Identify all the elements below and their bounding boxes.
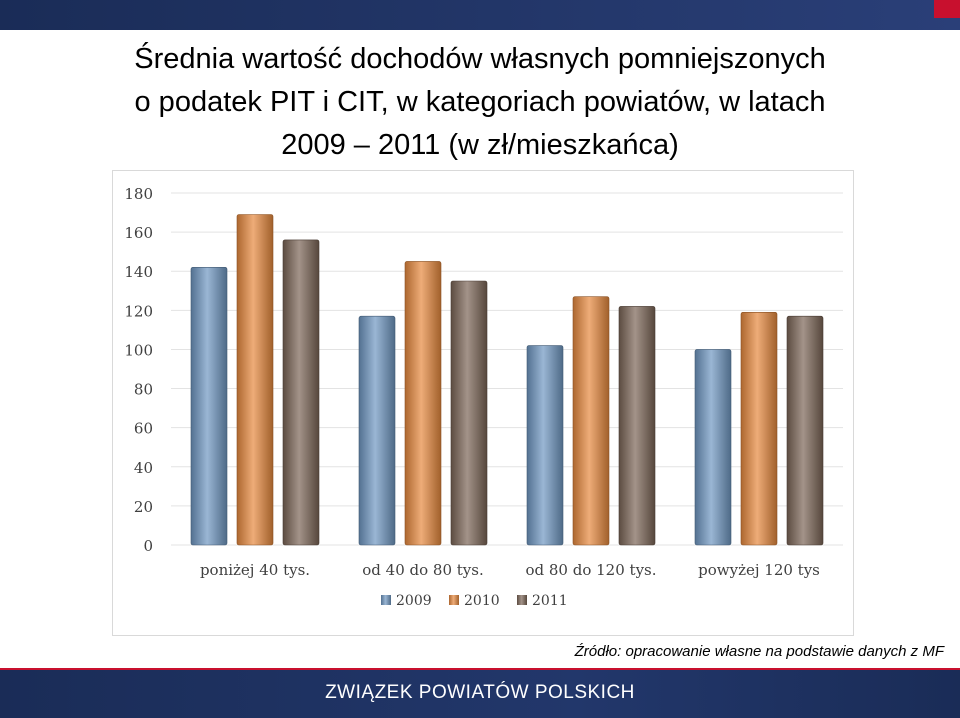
source-note: Źródło: opracowanie własne na podstawie … [574,643,944,660]
bar-2011-1 [450,280,488,546]
y-tick-label: 100 [124,341,153,359]
bar-2010-3 [740,311,778,546]
x-category-label: powyżej 120 tys [698,561,820,579]
bar-2011-0 [282,239,320,546]
title-line-3: 2009 – 2011 (w zł/mieszkańca) [281,129,679,161]
bar-2009-0 [190,267,228,546]
y-tick-label: 120 [124,302,153,320]
footer-bar: ZWIĄZEK POWIATÓW POLSKICH [0,668,960,718]
legend-swatch-2009 [381,595,391,605]
footer-text: ZWIĄZEK POWIATÓW POLSKICH [325,682,635,703]
title-line-2: o podatek PIT i CIT, w kategoriach powia… [134,86,826,118]
legend-label-2011: 2011 [532,593,568,609]
x-category-label: od 40 do 80 tys. [362,561,483,579]
y-tick-label: 140 [124,263,153,281]
y-tick-label: 80 [134,381,153,399]
legend-label-2009: 2009 [396,593,432,609]
bar-2011-2 [618,306,656,546]
header-accent [934,0,960,18]
header-bar [0,0,960,30]
bar-2010-1 [404,261,442,546]
y-tick-label: 160 [124,224,153,242]
legend-swatch-2011 [517,595,527,605]
chart-frame: 0 20 40 60 80 100 120 140 160 180 poniżej 40 tys. o… [112,170,854,636]
title-line-1: Średnia wartość dochodów własnych pomnie… [134,43,826,75]
bar-2010-0 [236,214,274,546]
bar-chart: 0 20 40 60 80 100 120 140 160 180 poniżej 40 tys. o… [124,185,843,609]
x-category-label: od 80 do 120 tys. [525,561,656,579]
bar-2009-2 [526,345,564,546]
bar-2011-3 [786,315,824,546]
bar-2010-2 [572,296,610,546]
y-tick-label: 20 [134,498,153,516]
legend-swatch-2010 [449,595,459,605]
y-tick-label: 0 [143,537,153,555]
y-tick-label: 60 [134,420,153,438]
bar-2009-3 [694,349,732,546]
slide-title: Średnia wartość dochodów własnych pomnie… [60,38,900,167]
y-tick-label: 180 [124,185,153,203]
bar-2009-1 [358,315,396,546]
y-tick-label: 40 [134,459,153,477]
legend-label-2010: 2010 [464,593,500,609]
x-category-label: poniżej 40 tys. [200,561,310,579]
